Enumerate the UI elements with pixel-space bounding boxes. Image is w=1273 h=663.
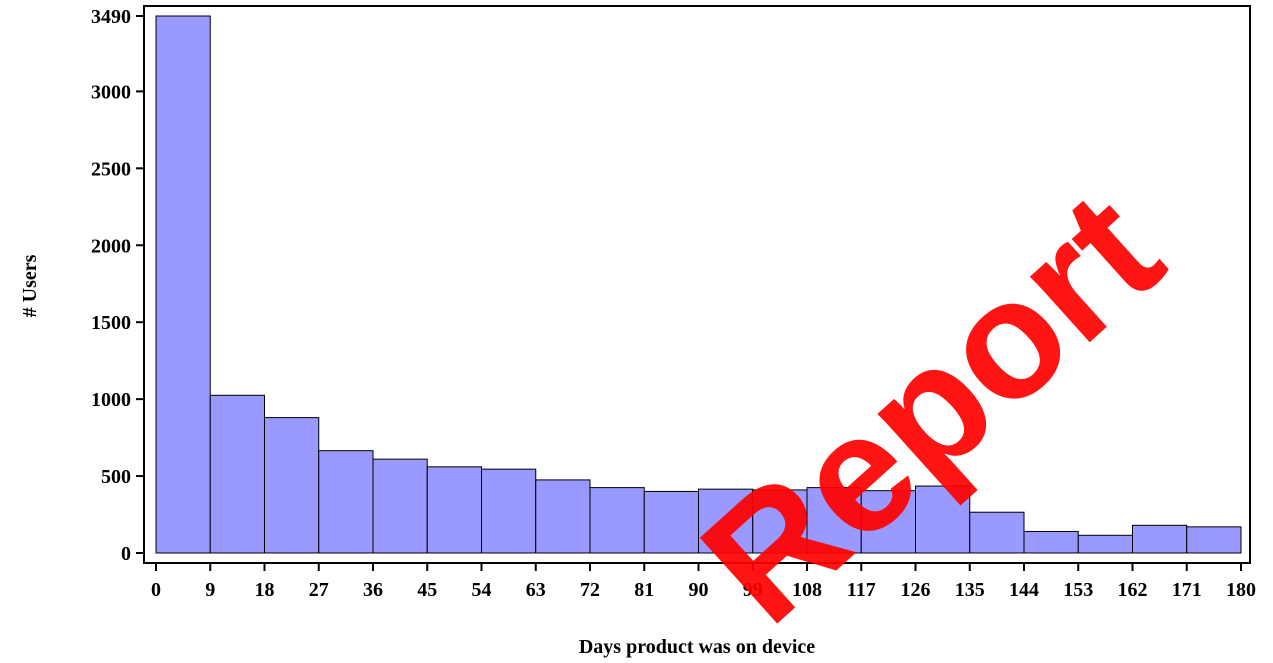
histogram-bar-63-72 bbox=[535, 479, 591, 554]
histogram-bar-54-63 bbox=[481, 468, 537, 554]
x-tick-label: 45 bbox=[417, 579, 437, 601]
x-tick-label: 81 bbox=[634, 579, 654, 601]
histogram-bar-27-36 bbox=[318, 450, 374, 554]
x-tick-label: 153 bbox=[1063, 579, 1093, 601]
bars-group bbox=[155, 15, 1242, 554]
y-tick-label: 3000 bbox=[91, 81, 131, 103]
histogram-bar-117-126 bbox=[860, 490, 916, 554]
x-tick-label: 171 bbox=[1172, 579, 1202, 601]
x-tick-label: 54 bbox=[472, 579, 492, 601]
y-tick-label: 0 bbox=[121, 543, 131, 565]
x-tick-label: 90 bbox=[689, 579, 709, 601]
histogram-bar-45-54 bbox=[426, 466, 482, 554]
x-tick-label: 9 bbox=[205, 579, 215, 601]
y-axis-label: # Users bbox=[19, 254, 41, 317]
x-tick-label: 63 bbox=[526, 579, 546, 601]
x-tick-label: 0 bbox=[151, 579, 161, 601]
x-tick-label: 117 bbox=[847, 579, 876, 601]
histogram-bar-72-81 bbox=[589, 487, 645, 554]
x-tick-label: 126 bbox=[901, 579, 931, 601]
histogram-bar-135-144 bbox=[969, 511, 1025, 554]
y-tick-label: 3490 bbox=[91, 6, 131, 28]
y-tick-label: 2500 bbox=[91, 158, 131, 180]
y-tick-label: 1000 bbox=[91, 389, 131, 411]
histogram-bar-162-171 bbox=[1132, 524, 1188, 554]
watermark: Report bbox=[667, 156, 1195, 658]
histogram-bar-99-108 bbox=[752, 489, 808, 554]
histogram-bar-18-27 bbox=[264, 417, 320, 554]
x-tick-label: 27 bbox=[309, 579, 329, 601]
x-axis-label: Days product was on device bbox=[579, 636, 815, 658]
histogram-bar-108-117 bbox=[806, 487, 862, 554]
x-tick-label: 99 bbox=[743, 579, 763, 601]
y-axis: 0 500 1000 1500 2000 2500 3000 3490 bbox=[91, 6, 144, 565]
histogram-bar-36-45 bbox=[372, 458, 428, 554]
histogram-bar-81-90 bbox=[643, 490, 699, 554]
histogram-bar-144-153 bbox=[1023, 530, 1079, 554]
x-tick-label: 72 bbox=[580, 579, 600, 601]
y-tick-label: 2000 bbox=[91, 235, 131, 257]
histogram-bar-9-18 bbox=[209, 394, 265, 554]
plot-frame bbox=[143, 5, 1251, 564]
x-tick-label: 36 bbox=[363, 579, 383, 601]
histogram-bar-0-9 bbox=[155, 15, 211, 554]
x-tick-label: 18 bbox=[255, 579, 275, 601]
y-tick-label: 1500 bbox=[91, 312, 131, 334]
histogram-bar-153-162 bbox=[1077, 534, 1133, 554]
x-tick-label: 108 bbox=[792, 579, 822, 601]
x-tick-label: 135 bbox=[955, 579, 985, 601]
x-tick-label: 180 bbox=[1226, 579, 1256, 601]
x-tick-label: 162 bbox=[1118, 579, 1148, 601]
x-axis: 0 9 18 27 36 45 54 63 72 81 90 99 108 117 126 135 144 153… bbox=[151, 563, 1256, 601]
histogram-bar-171-180 bbox=[1186, 526, 1242, 554]
y-tick-label: 500 bbox=[101, 466, 131, 488]
x-tick-label: 144 bbox=[1009, 579, 1039, 601]
